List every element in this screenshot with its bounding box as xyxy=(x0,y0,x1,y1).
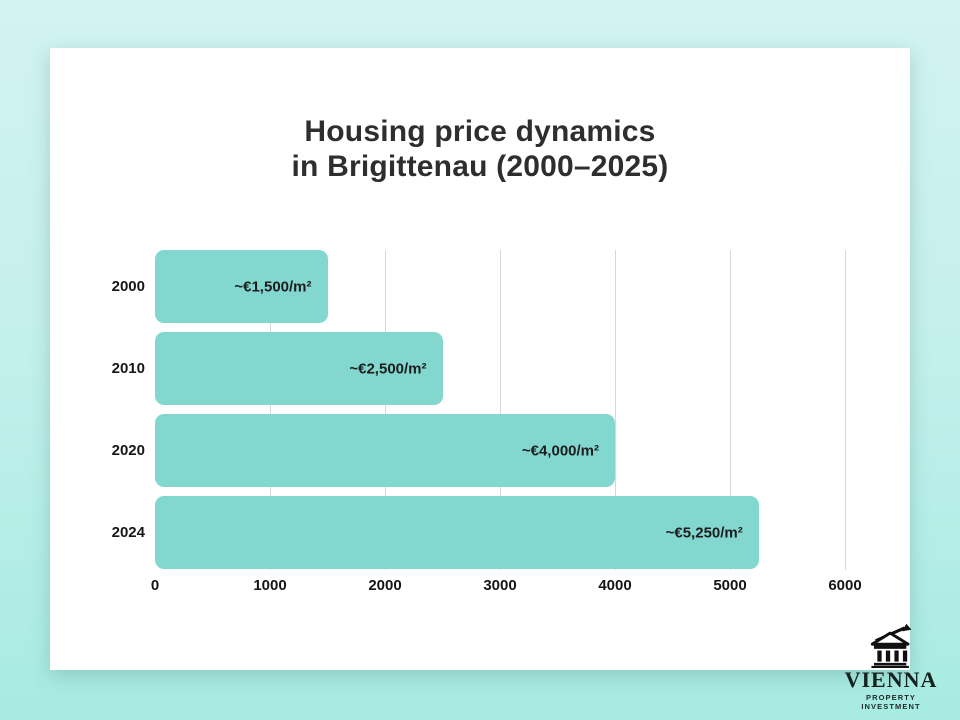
bar-row-2010: 2010 ~€2,500/m² xyxy=(112,332,845,405)
bar-value-label-2000: ~€1,500/m² xyxy=(234,278,312,295)
x-tick-label-1000: 1000 xyxy=(253,577,287,594)
logo-subtitle: PROPERTY INVESTMENT xyxy=(861,693,921,712)
x-tick-label-4000: 4000 xyxy=(598,577,632,594)
bar-value-label-2010: ~€2,500/m² xyxy=(349,360,427,377)
gridline-x-3000 xyxy=(500,250,501,570)
bar-row-2024: 2024 ~€5,250/m² xyxy=(112,496,845,569)
bar-2000: ~€1,500/m² xyxy=(155,250,328,323)
year-label-2000: 2000 xyxy=(111,278,145,295)
x-tick-label-5000: 5000 xyxy=(713,577,747,594)
bar-value-label-2024: ~€5,250/m² xyxy=(665,524,743,541)
year-label-2024: 2024 xyxy=(111,524,145,541)
year-label-2010: 2010 xyxy=(111,360,145,377)
logo-name: VIENNA xyxy=(844,667,938,692)
gridline-x-5000 xyxy=(730,250,731,570)
x-tick-label-3000: 3000 xyxy=(483,577,517,594)
vienna-property-investment-logo: VIENNA PROPERTY INVESTMENT xyxy=(843,622,939,711)
bar-value-label-2020: ~€4,000/m² xyxy=(521,442,599,459)
gridline-x-6000 xyxy=(845,250,846,570)
chart-title: Housing price dynamics in Brigittenau (2… xyxy=(50,114,910,185)
bar-2024: ~€5,250/m² xyxy=(155,496,759,569)
gridline-x-1000 xyxy=(270,250,271,570)
bar-2010: ~€2,500/m² xyxy=(155,332,443,405)
x-tick-label-0: 0 xyxy=(150,577,160,594)
bar-2020: ~€4,000/m² xyxy=(155,414,615,487)
bar-row-2000: 2000 ~€1,500/m² xyxy=(112,250,845,323)
gridline-x-4000 xyxy=(615,250,616,570)
x-tick-label-2000: 2000 xyxy=(368,577,402,594)
bar-row-2020: 2020 ~€4,000/m² xyxy=(112,414,845,487)
gridline-x-2000 xyxy=(385,250,386,570)
x-tick-label-6000: 6000 xyxy=(828,577,862,594)
chart-title-line-2: in Brigittenau (2000–2025) xyxy=(291,150,669,184)
bar-chart-plot-area: 2000 ~€1,500/m² 2010 ~€2,500/m² 2020 ~€4,000/… xyxy=(112,250,862,594)
classical-building-growth-arrow-icon xyxy=(870,623,912,668)
chart-title-line-1: Housing price dynamics xyxy=(304,115,656,148)
slide-card: Housing price dynamics in Brigittenau (2… xyxy=(50,48,910,670)
year-label-2020: 2020 xyxy=(111,442,145,459)
